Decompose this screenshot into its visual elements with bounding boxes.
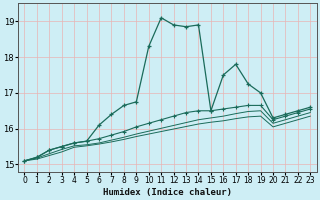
X-axis label: Humidex (Indice chaleur): Humidex (Indice chaleur) [103, 188, 232, 197]
